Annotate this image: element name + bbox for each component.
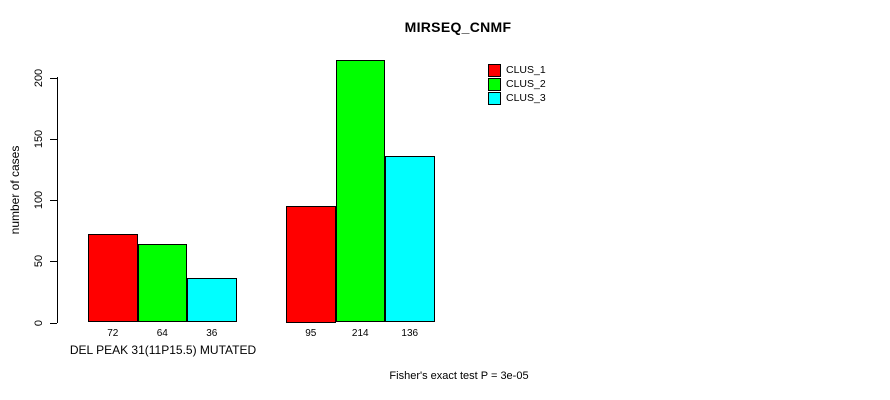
y-axis-tick-label: 100: [33, 190, 45, 210]
y-axis-tick: [50, 200, 57, 201]
y-axis-label: number of cases: [8, 145, 22, 235]
bar-clus_1: [286, 206, 336, 323]
bar-value-label: 136: [401, 328, 419, 339]
legend-label: CLUS_2: [506, 78, 546, 90]
y-axis-line: [57, 77, 58, 323]
legend-row: CLUS_3: [488, 92, 546, 105]
bar-clus_2: [335, 60, 385, 323]
y-axis-tick-label: 150: [33, 129, 45, 148]
y-axis-tick: [50, 322, 57, 324]
bar-value-label: 95: [305, 328, 317, 339]
chart-title: MIRSEQ_CNMF: [404, 19, 512, 35]
y-axis-tick: [50, 261, 57, 263]
legend-label: CLUS_1: [506, 64, 546, 76]
legend-swatch-clus_3: [488, 92, 501, 105]
legend-row: CLUS_1: [488, 64, 546, 77]
x-axis-label: DEL PEAK 31(11P15.5) MUTATED: [69, 343, 257, 357]
bar-value-label: 64: [156, 328, 168, 339]
bar-clus_3: [385, 155, 435, 323]
legend-swatch-clus_1: [488, 64, 501, 77]
y-axis-tick-label: 200: [33, 68, 45, 87]
y-axis-tick: [50, 138, 57, 140]
bar-clus_3: [187, 278, 237, 323]
bar-clus_2: [137, 244, 187, 323]
bar-value-label: 214: [351, 328, 369, 339]
legend-swatch-clus_2: [488, 78, 501, 91]
legend: CLUS_1 CLUS_2 CLUS_3: [488, 64, 546, 105]
y-axis-tick-label: 0: [33, 319, 45, 326]
bar-clus_1: [88, 234, 138, 323]
bar-value-label: 72: [107, 328, 119, 339]
legend-row: CLUS_2: [488, 78, 546, 91]
y-axis-tick: [50, 77, 57, 79]
y-axis-tick-label: 50: [33, 255, 45, 268]
bar-value-label: 36: [206, 328, 218, 339]
annotation-text: Fisher's exact test P = 3e-05: [389, 370, 529, 382]
legend-label: CLUS_3: [506, 92, 546, 104]
